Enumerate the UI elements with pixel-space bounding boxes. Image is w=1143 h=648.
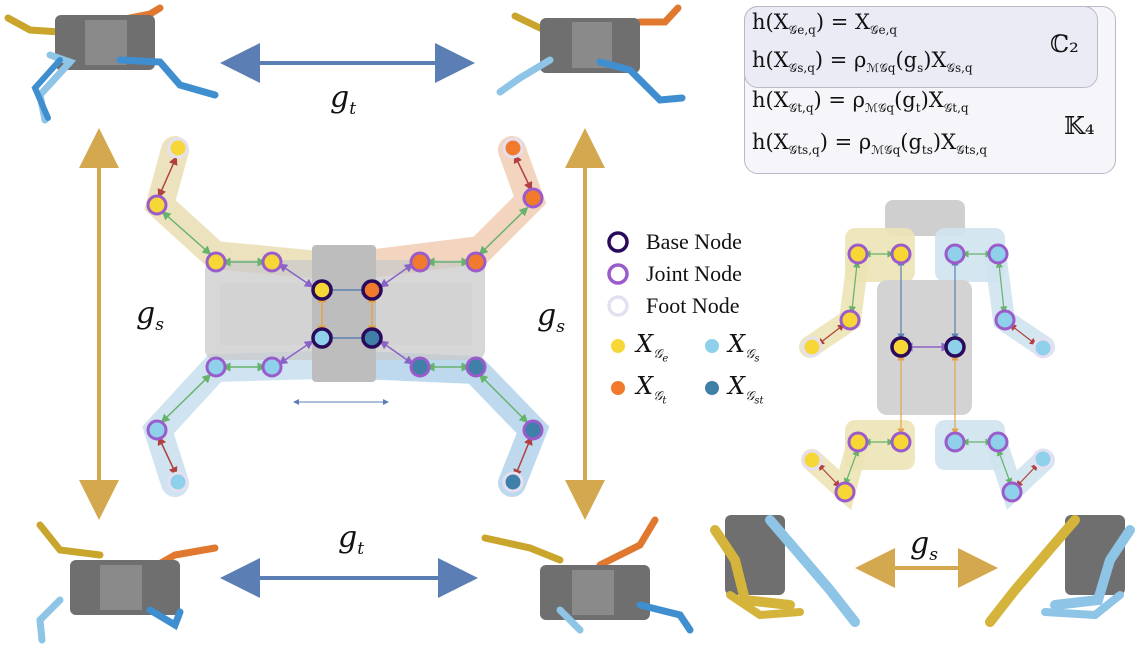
foot-node (502, 137, 524, 159)
legend-ge-label: X𝒢e (636, 330, 669, 365)
joint-node (847, 243, 869, 265)
robot-render-top-right (496, 4, 686, 104)
foot-node (1032, 448, 1054, 470)
base-node (311, 279, 333, 301)
joint-node (409, 251, 431, 273)
robot-render-bottom-right-left (710, 515, 860, 627)
joint-node (146, 194, 168, 216)
equation-identity: h(X𝒢e,q) = X𝒢e,q (752, 10, 898, 38)
legend-gst-label: X𝒢st (728, 372, 764, 407)
joint-node (834, 481, 856, 503)
g-s-label-right: gs (537, 298, 565, 337)
robot-render-top-left (4, 4, 219, 124)
robot-render-bottom-center (481, 516, 694, 634)
legend-gs-label: X𝒢s (728, 330, 760, 365)
g-s-label-bottom-right: gs (910, 526, 938, 565)
foot-node (801, 336, 823, 358)
g-t-label-bottom: gt (338, 520, 365, 559)
graph-nodes-right (801, 243, 1054, 503)
g-t-label-top: gt (330, 80, 357, 119)
joint-node (465, 251, 487, 273)
legend-foot-node-label: Foot Node (646, 293, 740, 318)
foot-node (502, 471, 524, 493)
joint-node (944, 243, 966, 265)
legend-gt-dot (611, 381, 625, 395)
joint-node (994, 309, 1016, 331)
base-node (311, 327, 333, 349)
c2-group-label: ℂ₂ (1050, 30, 1079, 58)
joint-node (987, 431, 1009, 453)
joint-node (261, 356, 283, 378)
joint-node (522, 187, 544, 209)
foot-node (1032, 337, 1054, 359)
legend-base-node-marker (607, 231, 629, 253)
foot-node (801, 449, 823, 471)
central-robot-body (142, 136, 550, 497)
joint-node (205, 356, 227, 378)
base-node (890, 336, 912, 358)
joint-node (522, 419, 544, 441)
legend-foot-node-marker (607, 295, 629, 317)
legend-base-node-label: Base Node (646, 229, 742, 254)
equation-box-c2 (744, 6, 1098, 88)
legend-gt-label: X𝒢t (636, 372, 667, 407)
base-node (944, 336, 966, 358)
joint-node (261, 251, 283, 273)
legend-ge-dot (611, 339, 625, 353)
equation-gt: h(X𝒢t,q) = ρℳ𝒢q(gt)X𝒢t,q (752, 88, 969, 116)
joint-node (465, 356, 487, 378)
graph-edges (157, 153, 533, 479)
joint-node (890, 431, 912, 453)
base-node (361, 327, 383, 349)
joint-node (890, 243, 912, 265)
equation-gs: h(X𝒢s,q) = ρℳ𝒢q(gs)X𝒢s,q (752, 48, 973, 76)
k4-group-label: 𝕂₄ (1064, 112, 1095, 140)
foot-node (167, 137, 189, 159)
joint-node (146, 419, 168, 441)
legend-markers (607, 231, 719, 395)
robot-render-bottom-right-right (985, 515, 1135, 627)
foot-node (167, 471, 189, 493)
legend-joint-node-marker (607, 263, 629, 285)
legend-gst-dot (705, 381, 719, 395)
joint-node (847, 431, 869, 453)
joint-node (1001, 481, 1023, 503)
graph-nodes-central (146, 137, 544, 493)
graph-edges-right (817, 250, 1039, 488)
g-s-label-left: gs (136, 296, 164, 335)
base-node (361, 279, 383, 301)
joint-node (987, 243, 1009, 265)
robot-render-bottom-left (36, 521, 219, 644)
right-robot-body (799, 200, 1055, 511)
joint-node (839, 309, 861, 331)
legend-gs-dot (705, 339, 719, 353)
legend-joint-node-label: Joint Node (646, 261, 742, 286)
joint-node (205, 251, 227, 273)
equation-gts: h(X𝒢ts,q) = ρℳ𝒢q(gts)X𝒢ts,q (752, 130, 988, 158)
joint-node (944, 431, 966, 453)
joint-node (409, 356, 431, 378)
